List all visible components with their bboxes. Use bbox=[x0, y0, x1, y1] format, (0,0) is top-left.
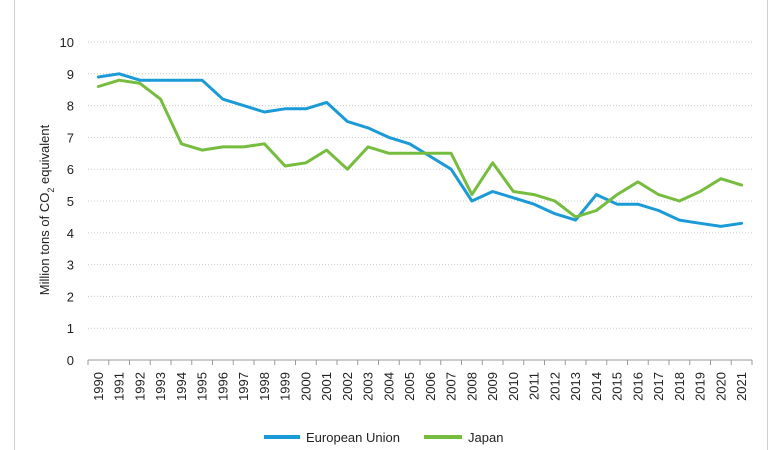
y-tick-label-7: 7 bbox=[67, 130, 74, 145]
grid-lines bbox=[88, 41, 752, 329]
series-line-japan bbox=[96, 78, 744, 219]
y-axis-label: Million tons of CO2 equivalent bbox=[37, 124, 56, 295]
y-tick-label-6: 6 bbox=[67, 162, 74, 177]
x-tick-label-2013: 2013 bbox=[568, 372, 583, 401]
y-tick-label-0: 0 bbox=[67, 353, 74, 368]
x-tick-label-2015: 2015 bbox=[610, 372, 625, 401]
x-tick-label-1993: 1993 bbox=[153, 372, 168, 401]
legend-label-european-union: European Union bbox=[306, 430, 400, 445]
x-axis bbox=[87, 359, 753, 365]
x-tick-label-2016: 2016 bbox=[630, 372, 645, 401]
series-line-european-union bbox=[96, 72, 744, 228]
x-tick-label-2017: 2017 bbox=[651, 372, 666, 401]
x-tick-label-2001: 2001 bbox=[319, 372, 334, 401]
x-tick-label-1996: 1996 bbox=[215, 372, 230, 401]
x-tick-label-2014: 2014 bbox=[589, 372, 604, 401]
y-tick-label-1: 1 bbox=[67, 321, 74, 336]
y-tick-label-8: 8 bbox=[67, 99, 74, 114]
x-tick-label-2000: 2000 bbox=[298, 372, 313, 401]
x-tick-label-2005: 2005 bbox=[402, 372, 417, 401]
x-tick-label-1998: 1998 bbox=[257, 372, 272, 401]
x-tick-label-2012: 2012 bbox=[547, 372, 562, 401]
x-tick-label-1999: 1999 bbox=[278, 372, 293, 401]
x-tick-label-2011: 2011 bbox=[527, 372, 542, 400]
y-tick-label-4: 4 bbox=[67, 226, 74, 241]
x-tick-label-2020: 2020 bbox=[713, 372, 728, 401]
x-tick-label-2010: 2010 bbox=[506, 372, 521, 401]
x-tick-label-2018: 2018 bbox=[672, 372, 687, 401]
y-tick-label-5: 5 bbox=[67, 194, 74, 209]
x-tick-label-1995: 1995 bbox=[195, 372, 210, 401]
series-lines bbox=[96, 72, 744, 228]
x-tick-label-1992: 1992 bbox=[132, 372, 147, 401]
x-tick-labels: 1990 1991 1992 1993 1994 1995 1996 1997 1998 1999… bbox=[91, 372, 749, 401]
x-tick-label-2008: 2008 bbox=[464, 372, 479, 401]
x-tick-label-2009: 2009 bbox=[485, 372, 500, 401]
x-tick-label-2006: 2006 bbox=[423, 372, 438, 401]
y-axis-label-subscript: 2 bbox=[46, 188, 56, 193]
x-tick-label-2021: 2021 bbox=[734, 372, 749, 401]
legend-label-japan: Japan bbox=[468, 430, 503, 445]
x-tick-label-1997: 1997 bbox=[236, 372, 251, 401]
x-tick-label-1990: 1990 bbox=[91, 372, 106, 401]
y-axis-label-main: Million tons of CO bbox=[37, 193, 52, 296]
y-axis-label-tail: equivalent bbox=[37, 124, 52, 187]
y-tick-label-9: 9 bbox=[67, 67, 74, 82]
x-tick-label-2004: 2004 bbox=[381, 372, 396, 401]
x-tick-label-1991: 1991 bbox=[112, 372, 127, 401]
x-tick-label-2003: 2003 bbox=[361, 372, 376, 401]
y-tick-label-2: 2 bbox=[67, 289, 74, 304]
x-tick-label-2019: 2019 bbox=[693, 372, 708, 401]
legend: European Union Japan bbox=[264, 430, 503, 445]
x-tick-label-2002: 2002 bbox=[340, 372, 355, 401]
x-tick-label-2007: 2007 bbox=[444, 372, 459, 401]
y-tick-label-3: 3 bbox=[67, 258, 74, 273]
x-tick-label-1994: 1994 bbox=[174, 372, 189, 401]
y-tick-label-10: 10 bbox=[60, 35, 74, 50]
y-tick-labels: 0 1 2 3 4 5 6 7 8 9 10 bbox=[60, 35, 74, 368]
